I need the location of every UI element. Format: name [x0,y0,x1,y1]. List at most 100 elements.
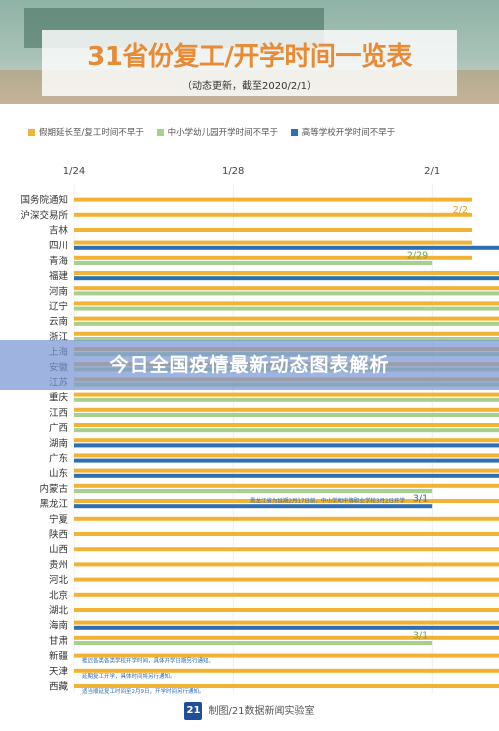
bar [74,577,499,582]
bar [74,316,499,321]
bar [74,458,499,463]
legend-item-orange: 假期延长至/复工时间不早于 [28,126,144,138]
bar [74,684,499,688]
bar [74,504,433,509]
data-label: 3/1 [413,494,428,505]
legend-label-blue: 高等学校开学时间不早于 [301,128,396,138]
row-note: 延期复工开学，具体时间将另行通知。 [82,672,176,680]
bar [74,291,499,296]
bar [74,473,499,478]
chart-title: 31省份复工/开学时间一览表 [87,42,412,72]
header-photo: 31省份复工/开学时间一览表 （动态更新，截至2020/2/1） [0,0,499,104]
bar [74,438,499,443]
row-label: 黑龙江 [39,498,68,510]
bar [74,392,499,397]
overlay-banner: 今日全国疫情最新动态图表解析 [0,340,499,390]
row-label: 吉林 [49,225,69,237]
bar [74,286,499,291]
row-label: 湖南 [49,437,68,449]
bar [74,197,472,202]
bar [74,562,499,567]
publisher-logo: 21 [184,702,203,720]
row-label: 四川 [49,241,68,252]
bar [74,245,499,250]
legend-item-green: 中小学幼儿园开学时间不早于 [156,126,279,138]
bar [74,276,499,281]
legend-label-green: 中小学幼儿园开学时间不早于 [167,128,279,138]
bar [74,212,472,217]
row-note: 推迟各类各类学校开学时间，具体开学日期另行通知。 [82,657,214,665]
bar [74,516,499,521]
data-label: 2/2 [453,205,468,216]
bar [74,668,499,673]
chart-subtitle: （动态更新，截至2020/2/1） [182,81,317,92]
bar [74,321,499,326]
bar [74,453,499,458]
bar [74,271,499,275]
data-label: 3/1 [413,630,428,641]
legend-item-blue: 高等学校开学时间不早于 [290,126,396,138]
legend-swatch-orange [28,129,35,136]
row-label: 山东 [49,468,68,480]
row-label: 辽宁 [49,301,68,313]
row-label: 新疆 [49,650,69,662]
bar [74,301,499,306]
row-label: 广东 [49,453,68,465]
row-label: 陕西 [49,529,68,541]
row-label: 山西 [49,545,68,556]
footer: 21 制图/21数据新闻实验室 [0,700,499,724]
row-label: 青海 [49,255,69,267]
bar [74,423,499,427]
bar [74,608,499,612]
x-tick-label: 1/24 [63,166,85,177]
title-box: 31省份复工/开学时间一览表 （动态更新，截至2020/2/1） [42,30,457,96]
bar [74,532,499,536]
bar [74,428,499,433]
bar [74,620,499,625]
legend-swatch-green [156,129,164,136]
bar [74,413,499,417]
row-label: 西藏 [49,681,69,693]
bar-chart: 1/241/282/12/52/92/132/172/212/252/29国务院… [20,166,499,695]
row-label: 重庆 [49,392,69,404]
row-label: 北京 [49,589,68,601]
row-label: 江西 [49,408,68,419]
row-label: 宁夏 [49,513,69,525]
x-tick-label: 1/28 [222,166,244,177]
bar [74,635,499,640]
row-label: 河北 [49,574,69,586]
x-tick-label: 2/1 [424,166,440,177]
row-label: 内蒙古 [39,483,68,495]
row-label: 天津 [49,666,69,677]
bar [74,653,499,658]
bar [74,443,499,448]
bar [74,397,499,402]
row-label: 甘肃 [49,635,68,647]
data-label: 2/29 [407,250,428,261]
bar [74,255,472,260]
row-note: 黑龙江省为延期2月17日前，中小学和中等职业学校3月2日开学 [250,497,405,505]
bar [74,468,499,473]
row-label: 广西 [49,422,68,434]
row-label: 海南 [49,620,68,632]
bar [74,625,499,630]
legend-swatch-blue [290,129,298,136]
legend-label-orange: 假期延长至/复工时间不早于 [39,128,144,138]
row-label: 福建 [49,270,69,282]
bar [74,641,433,645]
bar [74,228,472,232]
bar [74,261,433,265]
row-label: 贵州 [49,559,68,571]
bar [74,306,499,311]
bar [74,489,433,493]
bar [74,483,499,488]
legend: 假期延长至/复工时间不早于 中小学幼儿园开学时间不早于 高等学校开学时间不早于 [28,126,488,142]
row-note: 适当顺延复工时间至2月9日，开学时间另行通知。 [82,687,205,695]
bar [74,407,499,412]
bar [74,499,499,503]
row-label: 沪深交易所 [20,209,68,221]
bar [74,592,499,597]
bar [74,240,472,245]
row-label: 浙江 [49,331,69,343]
